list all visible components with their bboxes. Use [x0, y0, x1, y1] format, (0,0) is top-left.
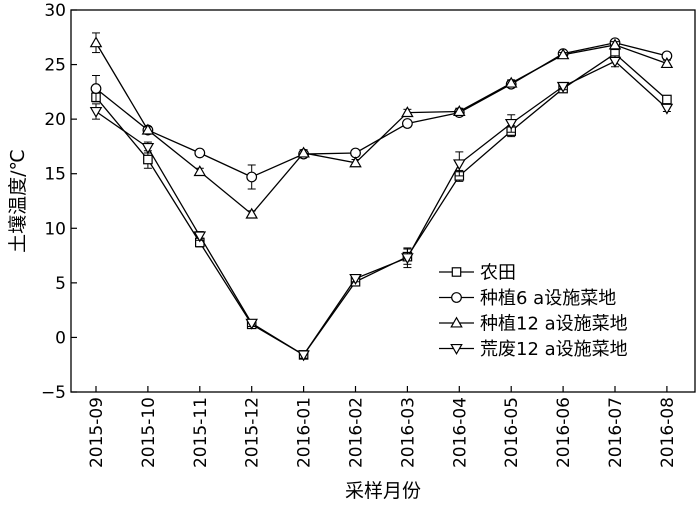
data-point: [401, 106, 414, 118]
axes: −5 0 5 10 15 20 25 30 2015-09 2015-10 2015-11 2015-…: [41, 1, 696, 468]
series-layer: [89, 32, 674, 362]
data-point: [401, 253, 414, 265]
y-tick-label: 20: [44, 110, 66, 130]
data-point: [453, 159, 466, 171]
legend-marker: [451, 292, 462, 303]
legend-label: 荒废12 a设施菜地: [480, 339, 628, 360]
data-point: [349, 273, 362, 285]
x-tick-label: 2016-04: [450, 397, 470, 468]
data-point: [453, 105, 466, 117]
data-point: [556, 81, 570, 93]
y-axis-title: 土壤温度/℃: [7, 149, 29, 253]
legend-marker: [450, 343, 463, 355]
x-tick-label: 2015-11: [191, 397, 211, 468]
data-point: [662, 94, 672, 105]
series-line: [95, 42, 668, 216]
y-tick-label: 0: [55, 328, 66, 348]
data-point: [245, 207, 258, 219]
data-point: [660, 57, 674, 69]
legend-entry: 种植12 a设施菜地: [439, 314, 628, 335]
y-tick-label: 10: [44, 219, 66, 239]
legend-entry: 荒废12 a设施菜地: [439, 339, 628, 360]
y-tick-label: −5: [41, 383, 66, 403]
legend-entry: 种植6 a设施菜地: [439, 288, 616, 309]
data-point: [608, 56, 622, 68]
data-point: [556, 48, 570, 60]
legend-marker: [451, 267, 462, 277]
x-tick-label: 2016-05: [502, 397, 522, 468]
legend-label: 种植6 a设施菜地: [480, 288, 616, 309]
data-point: [660, 103, 674, 115]
series-2: [90, 37, 673, 190]
data-point: [608, 38, 622, 50]
x-tick-label: 2016-02: [347, 397, 367, 468]
data-point: [194, 147, 206, 159]
x-tick-label: 2016-07: [606, 397, 626, 468]
data-point: [350, 147, 361, 159]
data-point: [504, 118, 518, 130]
data-point: [141, 142, 155, 154]
x-tick-label: 2015-12: [243, 397, 263, 468]
legend-entry: 农田: [439, 263, 516, 284]
data-point: [504, 76, 518, 88]
series-line: [95, 60, 668, 356]
data-point: [193, 231, 207, 243]
x-tick-label: 2016-06: [554, 397, 574, 468]
data-point: [141, 123, 155, 135]
legend-label: 农田: [480, 263, 516, 284]
data-point: [89, 36, 103, 48]
series-3: [89, 32, 674, 219]
x-axis-title: 采样月份: [345, 480, 421, 502]
data-point: [297, 146, 310, 158]
y-tick-label: 15: [44, 165, 66, 185]
y-tick-label: 5: [55, 274, 66, 294]
x-tick-label: 2015-10: [139, 397, 159, 468]
data-point: [297, 350, 310, 362]
x-tick-label: 2016-01: [295, 397, 315, 468]
legend-label: 种植12 a设施菜地: [480, 314, 628, 335]
x-tick-label: 2015-09: [87, 397, 107, 468]
data-point: [143, 154, 153, 165]
x-tick-label: 2016-08: [658, 397, 678, 468]
legend-marker: [450, 316, 463, 328]
data-point: [246, 171, 258, 183]
data-point: [193, 165, 207, 177]
data-point: [89, 106, 103, 118]
y-tick-label: 25: [44, 56, 66, 76]
data-point: [349, 156, 362, 168]
data-point: [90, 83, 102, 94]
plot-frame: [70, 9, 696, 393]
data-point: [402, 118, 413, 129]
x-tick-label: 2016-03: [398, 397, 418, 468]
data-point: [245, 318, 258, 330]
y-tick-label: 30: [44, 1, 66, 21]
series-4: [89, 55, 674, 362]
